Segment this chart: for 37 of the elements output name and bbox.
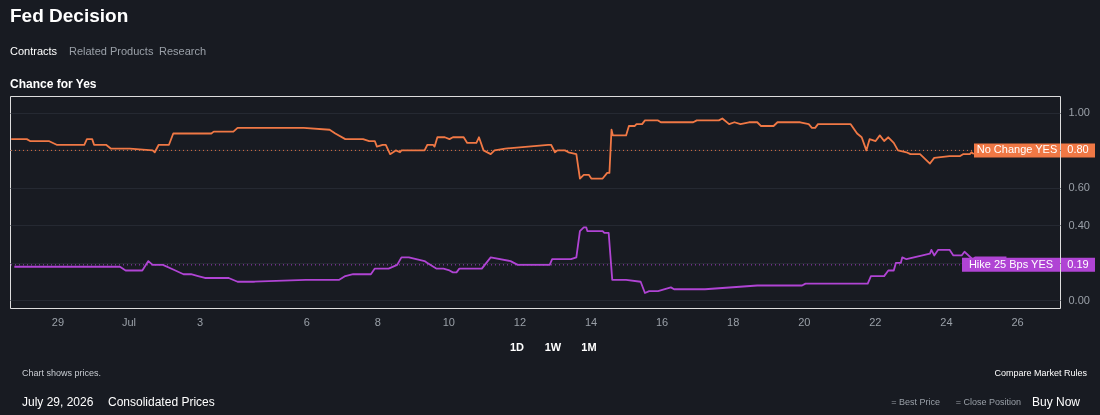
ref-line-label: 0.19 <box>1067 257 1089 270</box>
text: Buy Now <box>1032 395 1081 409</box>
y-tick-label: 0.00 <box>1068 294 1090 306</box>
text: Related Products <box>69 45 154 57</box>
x-tick-label: 26 <box>1011 315 1024 328</box>
x-tick-label: 3 <box>197 315 204 328</box>
text: Consolidated Prices <box>108 395 215 409</box>
x-tick-label: 24 <box>940 315 953 328</box>
text: July 29, 2026 <box>22 395 94 409</box>
x-tick-label: 16 <box>656 315 669 328</box>
chart-subtitle: Chance for Yes <box>10 77 97 91</box>
x-tick-label: 10 <box>442 315 455 328</box>
text: Chart shows prices. <box>22 368 102 378</box>
chart-title: Fed Decision <box>10 5 129 26</box>
x-tick-label: 29 <box>51 315 65 328</box>
text: = Close Position <box>955 397 1021 407</box>
ref-line-label: 0.80 <box>1067 143 1089 156</box>
x-tick-label: Jul <box>121 315 137 328</box>
x-tick-label: 20 <box>798 315 811 328</box>
legend-label: No Change YES <box>976 143 1058 156</box>
text: Compare Market Rules <box>994 368 1088 378</box>
y-tick-label: 0.40 <box>1068 218 1090 231</box>
y-tick-label: 0.60 <box>1068 181 1090 194</box>
text: 1D <box>509 341 525 353</box>
x-tick-label: 22 <box>869 315 882 328</box>
x-tick-label: 18 <box>727 315 740 328</box>
x-tick-label: 12 <box>513 315 527 328</box>
x-tick-label: 14 <box>584 315 598 328</box>
y-tick-label: 1.00 <box>1068 106 1090 119</box>
text: 1W <box>544 341 562 353</box>
x-tick-label: 6 <box>303 315 310 328</box>
legend-label: Hike 25 Bps YES <box>968 257 1054 270</box>
text: Contracts <box>10 45 58 57</box>
text: Research <box>159 45 207 57</box>
text: 1M <box>581 341 597 353</box>
x-tick-label: 8 <box>374 315 381 328</box>
text: = Best Price <box>891 397 940 407</box>
